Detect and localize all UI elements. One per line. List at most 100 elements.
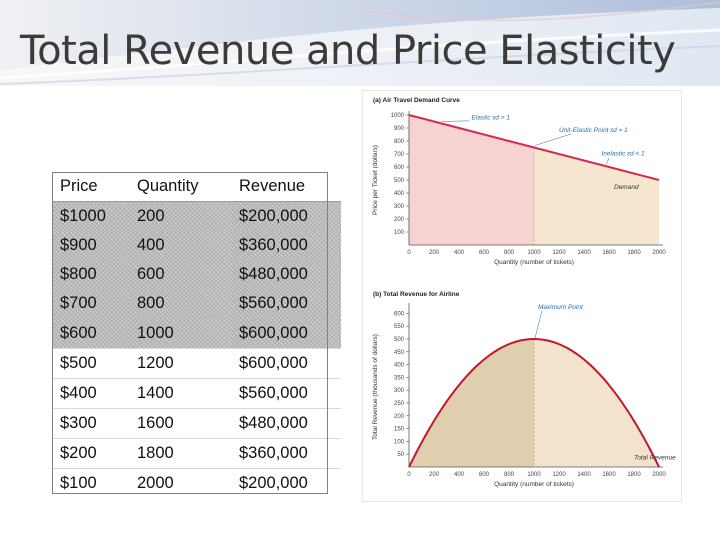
x-tick-label: 800 [504, 472, 515, 478]
x-tick-label: 2000 [652, 472, 666, 478]
elastic-region [409, 115, 534, 245]
table-header-row: Price Quantity Revenue [53, 172, 341, 203]
table-cell: $1000 [53, 201, 130, 232]
y-axis-label: Total Revenue (thousands of dollars) [372, 334, 379, 440]
table-cell: $600,000 [232, 318, 341, 349]
table-cell: $480,000 [232, 260, 341, 290]
table-row: $300 1600 $480,000 [53, 407, 341, 439]
x-tick-label: 200 [429, 472, 440, 478]
table-cell: 1200 [130, 347, 232, 379]
elasticity-figure: (a) Air Travel Demand Curve 100 200 300 400… [362, 90, 682, 502]
inelastic-annotation: Inelastic εd < 1 [602, 150, 646, 157]
y-tick-label: 1000 [391, 113, 405, 119]
elastic-annotation: Elastic εd > 1 [472, 115, 511, 122]
y-tick-label: 550 [394, 324, 405, 330]
column-header: Quantity [130, 172, 232, 203]
y-tick-label: 200 [394, 217, 405, 223]
x-tick-label: 0 [407, 250, 411, 256]
y-tick-label: 600 [394, 311, 405, 317]
y-tick-label: 500 [394, 337, 405, 343]
max-point-pointer [534, 310, 543, 339]
table-cell: $900 [53, 231, 130, 261]
x-tick-label: 1200 [552, 250, 566, 256]
x-tick-label: 1600 [602, 250, 616, 256]
unit-elastic-pointer [534, 133, 572, 146]
unit-elastic-annotation: Unit-Elastic Point εd = 1 [559, 127, 628, 134]
demand-line [408, 114, 660, 181]
x-tick-label: 1000 [527, 250, 541, 256]
x-axis-label: Quantity (number of tickets) [494, 259, 574, 266]
price-revenue-table: Price Quantity Revenue $1000 200 $200,000 $900… [53, 172, 341, 499]
table-row: $400 1400 $560,000 [53, 377, 341, 409]
inelastic-pointer [606, 157, 610, 165]
table-cell: $360,000 [232, 231, 341, 261]
table-row: $100 2000 $200,000 [53, 467, 341, 499]
table-cell: $200,000 [232, 201, 341, 232]
x-tick-label: 0 [407, 472, 411, 478]
demand-chart: 100 200 300 400 500 600 700 800 900 1000 0 200 400 60… [372, 111, 666, 266]
revenue-chart-title: (b) Total Revenue for Airline [373, 291, 460, 298]
table-cell: 1000 [130, 318, 232, 349]
table-cell: $500 [53, 347, 130, 379]
table-cell: 1800 [130, 437, 232, 469]
x-tick-label: 1200 [552, 472, 566, 478]
title-banner [0, 0, 720, 86]
y-tick-label: 500 [394, 178, 405, 184]
table-cell: $560,000 [232, 377, 341, 409]
slide-title: Total Revenue and Price Elasticity [20, 28, 676, 74]
table-row: $900 400 $360,000 [53, 231, 341, 261]
x-tick-label: 1800 [627, 472, 641, 478]
revenue-left-area [409, 339, 534, 467]
table-cell: 1400 [130, 377, 232, 409]
y-tick-label: 400 [394, 191, 405, 197]
table-row: $800 600 $480,000 [53, 260, 341, 290]
table-row: $600 1000 $600,000 [53, 318, 341, 349]
y-tick-label: 900 [394, 126, 405, 132]
y-tick-label: 700 [394, 152, 405, 158]
column-header: Price [53, 172, 130, 203]
inelastic-region [534, 147, 659, 245]
table-cell: 200 [130, 201, 232, 232]
elastic-pointer [441, 120, 470, 122]
table-row: $700 800 $560,000 [53, 289, 341, 319]
table-cell: 600 [130, 260, 232, 290]
y-tick-label: 300 [394, 388, 405, 394]
table-cell: $480,000 [232, 407, 341, 439]
table-cell: 400 [130, 231, 232, 261]
total-revenue-curve [408, 337, 660, 468]
total-revenue-label: Total Revenue [634, 454, 676, 461]
table-cell: $400 [53, 377, 130, 409]
y-tick-label: 600 [394, 165, 405, 171]
y-tick-label: 100 [394, 230, 405, 236]
table-cell: $560,000 [232, 289, 341, 319]
x-tick-label: 1400 [577, 472, 591, 478]
y-tick-label: 100 [394, 439, 405, 445]
table-cell: $300 [53, 407, 130, 439]
table-cell: $800 [53, 260, 130, 290]
banner-swoosh [0, 0, 720, 86]
revenue-chart: 50 100 150 200 250 300 350 400 450 500 550 600 0 200 4… [372, 303, 676, 488]
y-tick-label: 800 [394, 139, 405, 145]
table-row: $500 1200 $600,000 [53, 347, 341, 379]
table-cell: 2000 [130, 467, 232, 499]
table-cell: $100 [53, 467, 130, 499]
y-tick-label: 400 [394, 363, 405, 369]
demand-chart-title: (a) Air Travel Demand Curve [373, 97, 460, 104]
table-cell: $360,000 [232, 437, 341, 469]
table-cell: $200 [53, 437, 130, 469]
max-point-annotation: Maximum Point [538, 304, 584, 311]
column-header: Revenue [232, 172, 341, 203]
table-cell: 1600 [130, 407, 232, 439]
demand-label: Demand [614, 184, 639, 191]
table-row: $1000 200 $200,000 [53, 201, 341, 232]
x-tick-label: 800 [504, 250, 515, 256]
y-tick-label: 200 [394, 414, 405, 420]
table-cell: 800 [130, 289, 232, 319]
x-tick-label: 600 [479, 472, 490, 478]
x-tick-label: 200 [429, 250, 440, 256]
x-tick-label: 600 [479, 250, 490, 256]
table-cell: $600,000 [232, 347, 341, 379]
x-tick-label: 400 [454, 472, 465, 478]
y-tick-label: 150 [394, 427, 405, 433]
y-tick-label: 450 [394, 350, 405, 356]
